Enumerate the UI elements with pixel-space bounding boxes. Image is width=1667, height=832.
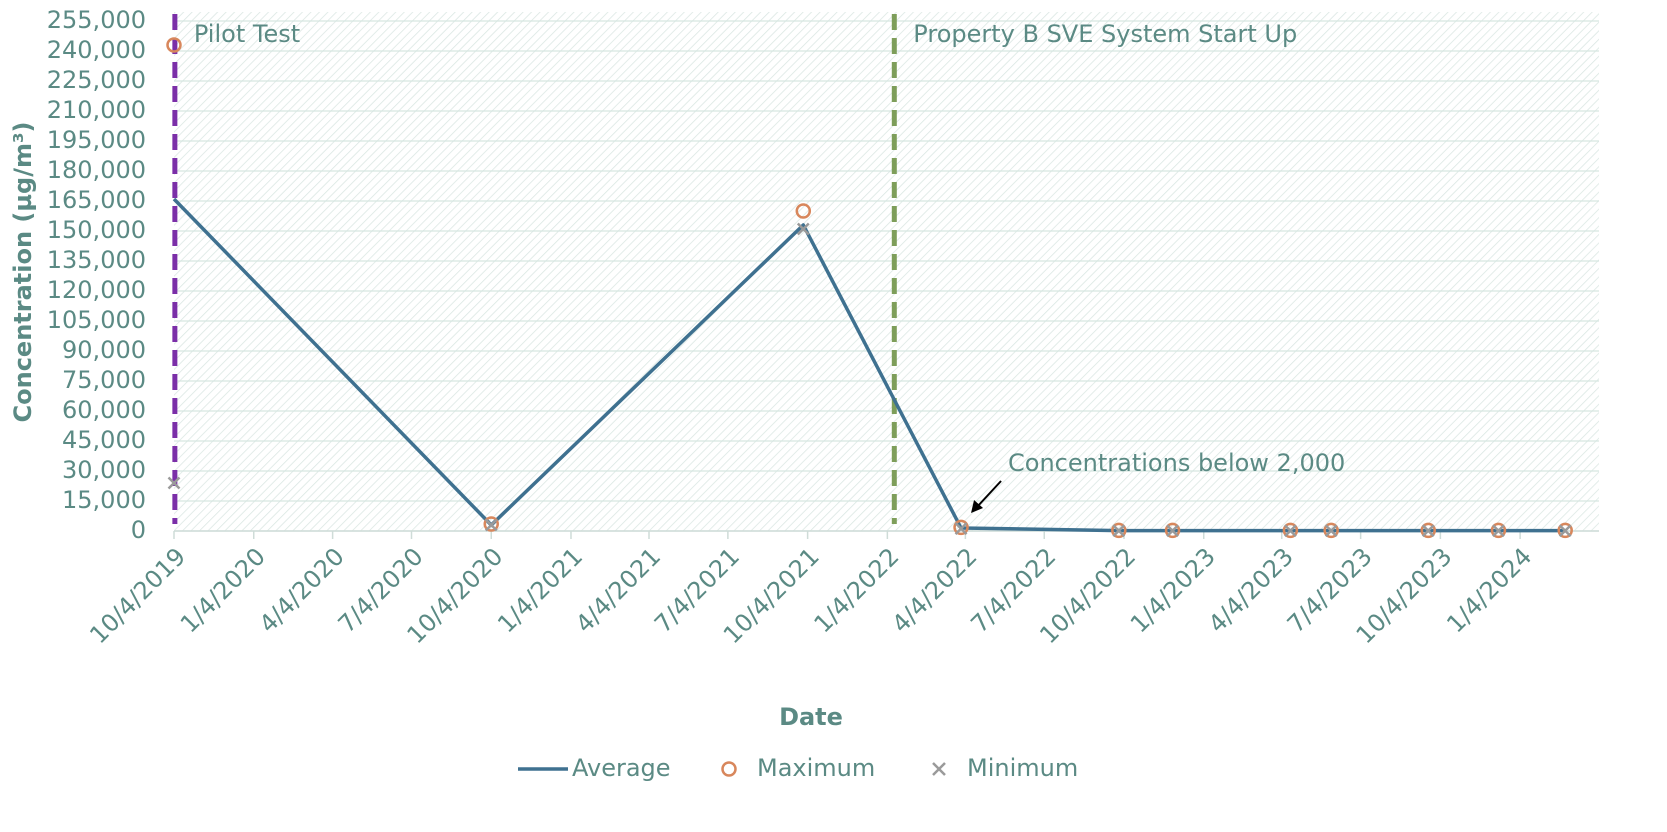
y-tick-label: 90,000 (62, 336, 146, 364)
legend-label: Average (572, 754, 671, 782)
max-marker (1557, 522, 1573, 539)
y-tick-label: 255,000 (47, 6, 146, 34)
max-marker (1282, 522, 1299, 539)
x-tick-label: 1/4/2022 (809, 542, 905, 638)
annotation-arrowhead (971, 500, 984, 513)
max-marker (1420, 522, 1436, 539)
x-tick-label: 4/4/2020 (254, 542, 350, 638)
max-marker (1164, 522, 1181, 539)
y-tick-label: 180,000 (47, 156, 146, 184)
max-marker (795, 203, 812, 219)
y-tick-label: 120,000 (47, 276, 146, 304)
plot-background (174, 12, 1599, 531)
y-tick-label: 30,000 (62, 456, 146, 484)
y-tick-label: 75,000 (62, 366, 146, 394)
min-marker (1324, 524, 1338, 538)
y-tick-label: 150,000 (47, 216, 146, 244)
x-tick-label: 1/4/2024 (1441, 542, 1537, 638)
y-tick-label: 60,000 (62, 396, 146, 424)
min-marker (796, 222, 810, 236)
y-axis-title: Concentration (µg/m³) (9, 122, 37, 423)
min-marker (1558, 524, 1572, 538)
y-tick-label: 105,000 (47, 306, 146, 334)
y-tick-label: 135,000 (47, 246, 146, 274)
legend-label: Maximum (757, 754, 875, 782)
x-tick-label: 10/4/2019 (84, 542, 191, 649)
max-marker (1111, 522, 1127, 539)
max-marker (1490, 522, 1507, 539)
y-tick-label: 210,000 (47, 96, 146, 124)
min-marker (484, 518, 498, 532)
min-marker (1284, 524, 1297, 538)
x-tick-label: 1/4/2020 (175, 542, 271, 638)
x-tick-label: 4/4/2022 (887, 542, 983, 638)
max-marker (953, 519, 969, 536)
max-marker (483, 516, 499, 532)
min-marker (167, 476, 181, 490)
max-marker (166, 37, 182, 53)
min-marker (1421, 524, 1435, 538)
legend-swatch (721, 761, 737, 777)
y-tick-label: 0 (131, 516, 146, 544)
x-tick-label: 1/4/2023 (1125, 542, 1221, 638)
min-marker (1492, 524, 1505, 538)
min-marker (1112, 524, 1126, 538)
max-marker (1323, 522, 1339, 539)
min-marker (1166, 524, 1179, 538)
y-tick-label: 15,000 (62, 486, 146, 514)
annotation-arrow (975, 480, 1002, 509)
y-tick-label: 45,000 (62, 426, 146, 454)
x-tick-label: 4/4/2021 (570, 542, 666, 638)
event-label: Property B SVE System Start Up (913, 20, 1297, 48)
x-axis-title: Date (779, 703, 843, 731)
y-tick-label: 165,000 (47, 186, 146, 214)
event-label: Pilot Test (194, 20, 300, 48)
x-tick-label: 1/4/2021 (492, 542, 588, 638)
y-tick-label: 240,000 (47, 36, 146, 64)
legend-label: Minimum (967, 754, 1078, 782)
y-tick-label: 195,000 (47, 126, 146, 154)
x-tick-label: 4/4/2023 (1203, 542, 1299, 638)
y-tick-label: 225,000 (47, 66, 146, 94)
annotation-label: Concentrations below 2,000 (1008, 449, 1345, 477)
min-marker (954, 522, 968, 535)
legend-swatch (932, 762, 946, 776)
